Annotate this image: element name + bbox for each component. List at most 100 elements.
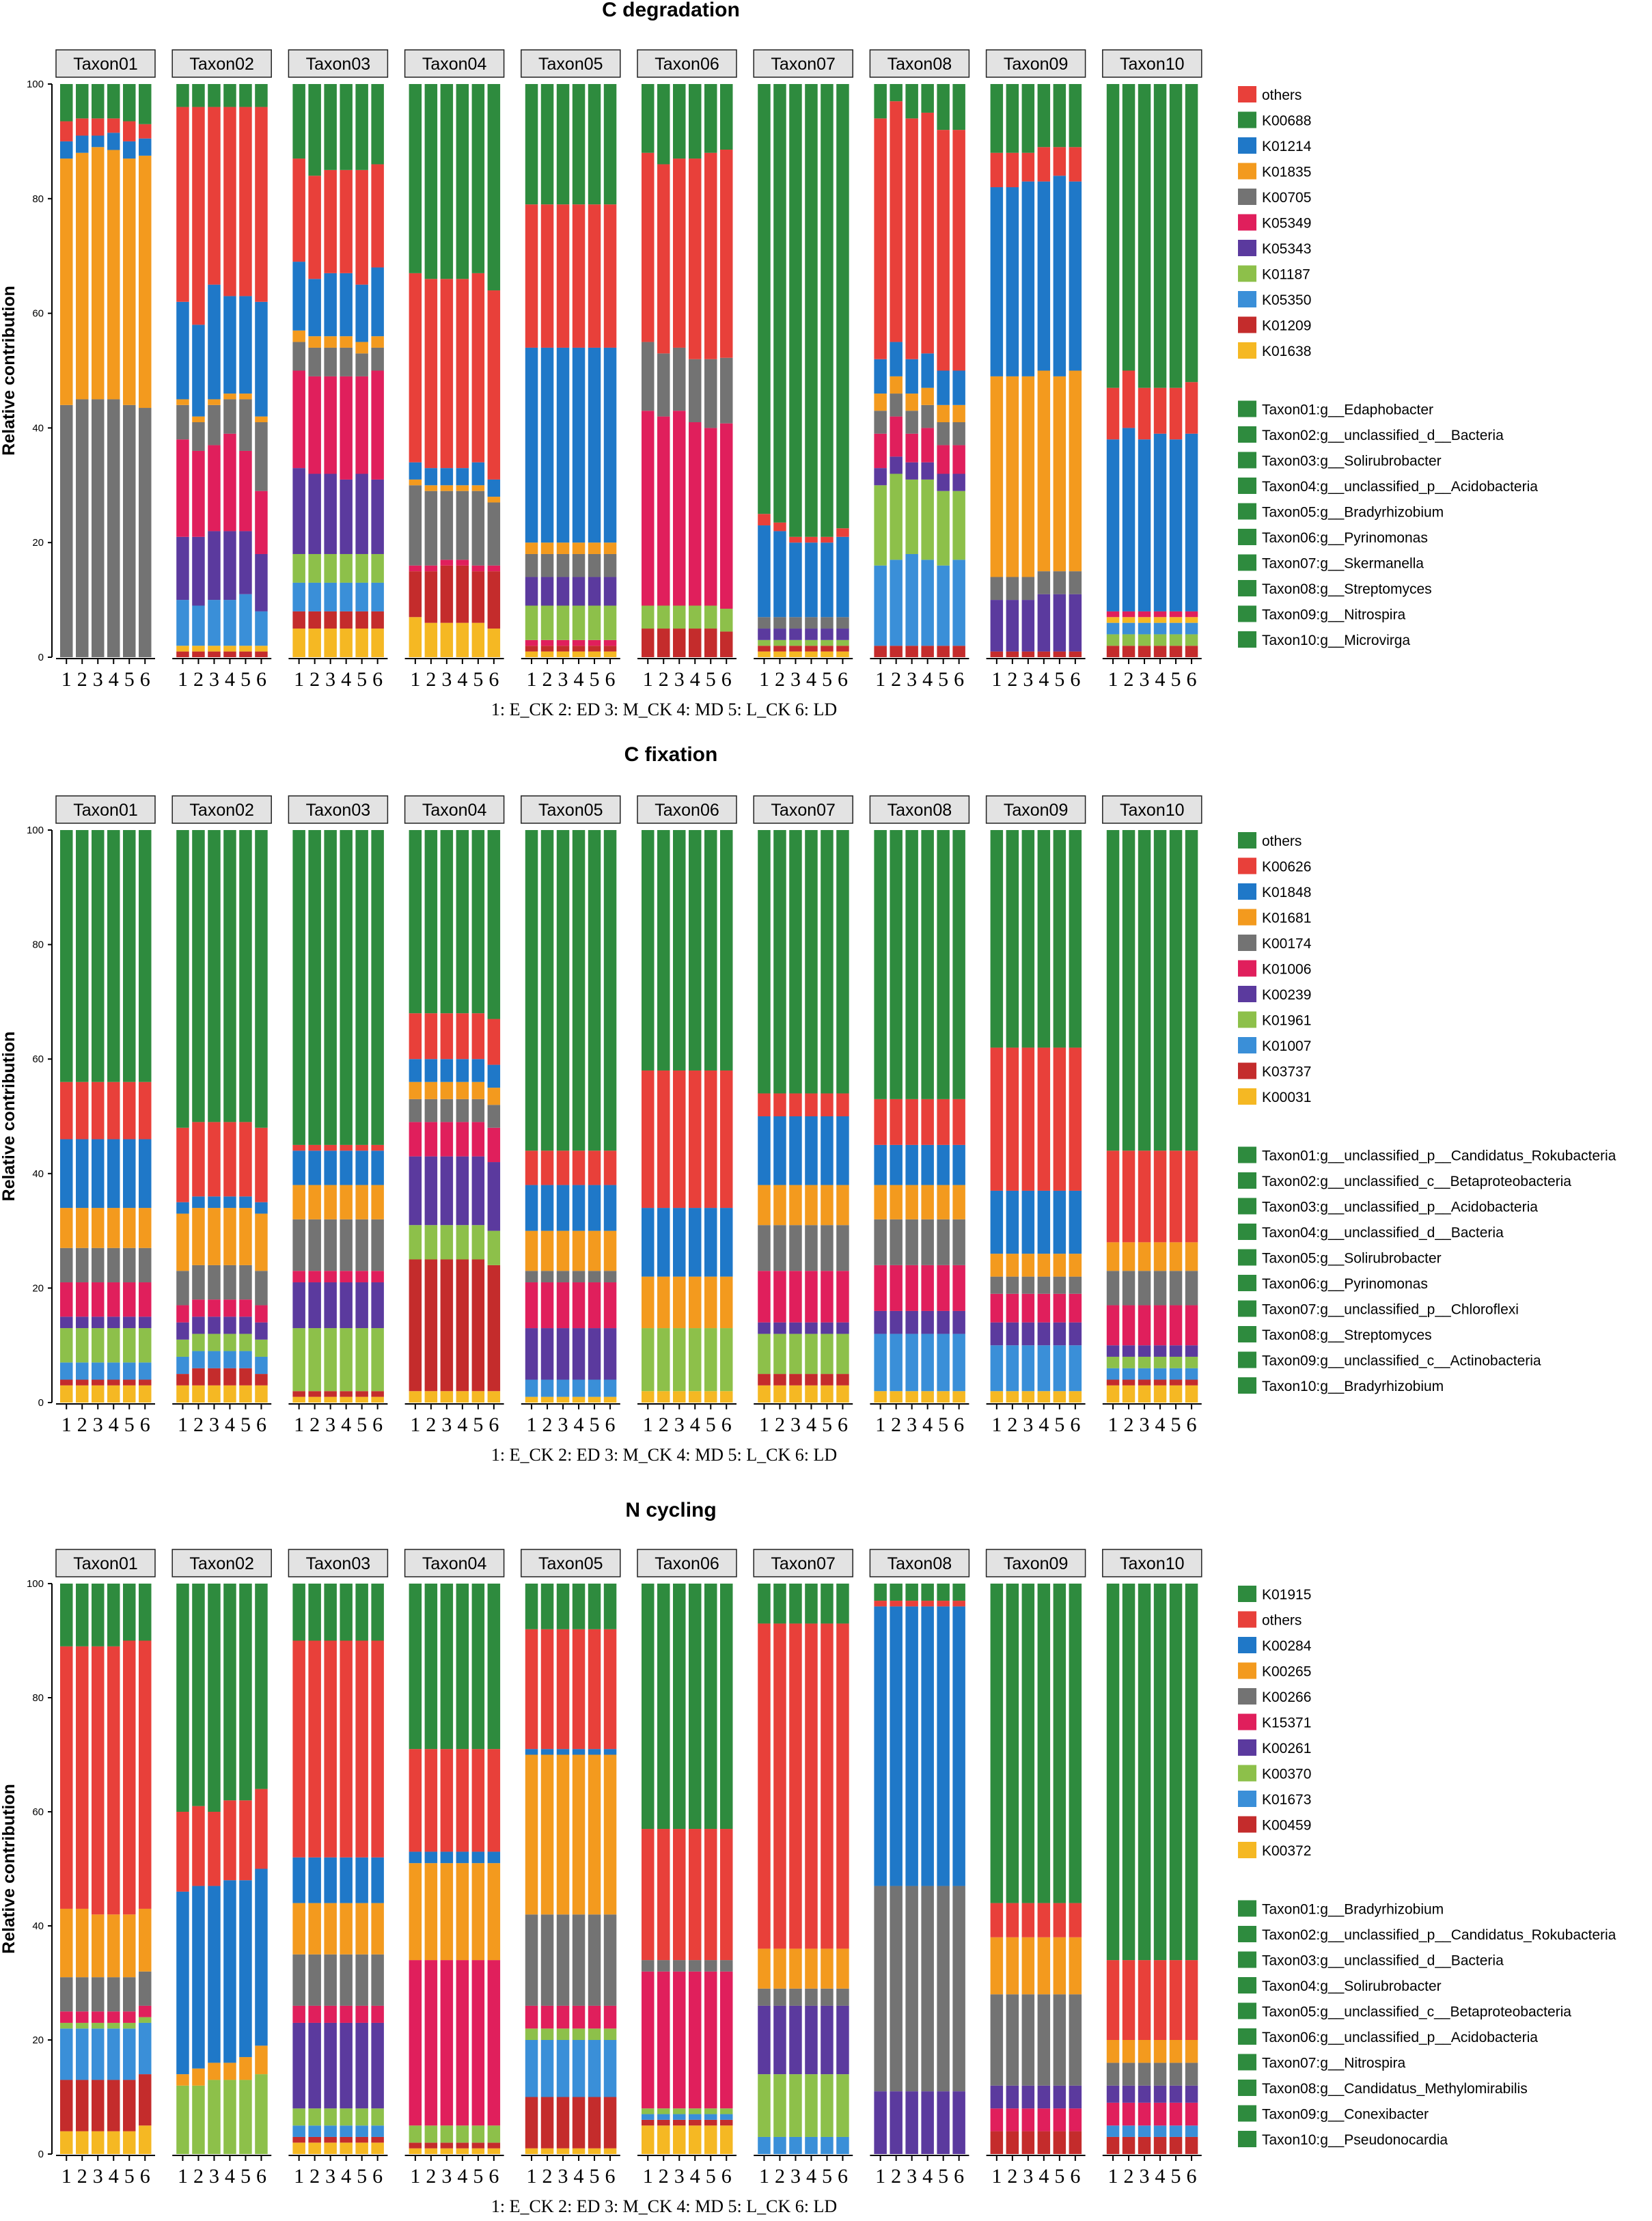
bar-segment-K01848 xyxy=(952,1144,965,1185)
bar-segment-K00261 xyxy=(1021,2085,1035,2109)
bar-segment-K01681 xyxy=(255,1213,268,1271)
bar-segment-K05349 xyxy=(603,639,617,646)
bar-segment-K00174 xyxy=(456,1099,469,1122)
bar-segment-K01915 xyxy=(1185,1584,1198,1961)
bar-segment-others xyxy=(340,830,353,1145)
bar-segment-K00372 xyxy=(107,2131,120,2154)
bar-segment-others xyxy=(471,1749,485,1852)
legend: othersK00688K01214K01835K00705K05349K053… xyxy=(1238,86,1538,648)
facet-label: Taxon10 xyxy=(1120,1554,1185,1573)
bar-segment-K00372 xyxy=(657,2125,670,2154)
bar-segment-K00174 xyxy=(123,1247,136,1283)
bar-segment-K00031 xyxy=(556,1396,570,1403)
bar-segment-K01915 xyxy=(192,1584,205,1806)
bar-segment-K00284 xyxy=(255,1868,268,2046)
bar-segment-K01187 xyxy=(1169,634,1183,646)
bar-segment-K00688 xyxy=(1006,84,1019,153)
y-tick-label: 60 xyxy=(32,308,44,320)
bar-segment-K01214 xyxy=(890,342,903,376)
bar-segment-K00626 xyxy=(440,1013,454,1060)
bar-segment-K00174 xyxy=(952,1219,965,1265)
legend-taxon-label: Taxon08:g__Candidatus_Methylomirabilis xyxy=(1262,2081,1528,2097)
bar-segment-K00688 xyxy=(355,84,368,170)
bar-segment-K00261 xyxy=(1138,2085,1151,2103)
x-tick-label: 2 xyxy=(309,668,320,691)
x-tick-label: 1 xyxy=(178,668,188,691)
bar-segment-K00031 xyxy=(1185,1385,1198,1403)
facet-strip xyxy=(171,1549,272,1577)
bar-segment-others xyxy=(556,830,570,1151)
bar-segment-K01007 xyxy=(921,1334,934,1392)
legend-swatch xyxy=(1238,265,1256,282)
bar-segment-K00031 xyxy=(874,1391,887,1403)
bar-segment-K01681 xyxy=(308,1185,321,1219)
bar-segment-K00688 xyxy=(588,84,601,205)
bar-segment-K01006 xyxy=(355,1271,368,1283)
x-tick-label: 4 xyxy=(922,1413,933,1436)
bar-segment-K01681 xyxy=(208,1208,221,1265)
x-tick-label: 6 xyxy=(721,2165,732,2188)
bar-segment-K05349 xyxy=(255,491,268,554)
x-tick-label: 1 xyxy=(875,668,885,691)
bar-segment-K01848 xyxy=(556,1185,570,1231)
bar-segment-K01209 xyxy=(223,651,236,657)
bar-segment-K01681 xyxy=(324,1185,337,1219)
bar-segment-K00174 xyxy=(758,1225,771,1271)
bar-segment-K01848 xyxy=(572,1185,586,1231)
bar-segment-K00459 xyxy=(440,2142,454,2149)
bar-segment-K00174 xyxy=(223,1265,236,1300)
facet-strip xyxy=(404,1549,505,1577)
bar-segment-K01961 xyxy=(292,1328,305,1392)
bar-segment-K01961 xyxy=(836,1334,849,1375)
bar-segment-K00705 xyxy=(642,342,655,411)
bar-segment-others xyxy=(540,1629,554,1750)
bar-segment-K00705 xyxy=(836,617,849,629)
bar-segment-K00265 xyxy=(1053,1937,1066,1995)
bar-segment-K01835 xyxy=(92,147,105,400)
bar-segment-K00705 xyxy=(176,404,189,440)
bar-segment-K01007 xyxy=(1106,1368,1120,1380)
bar-segment-K00174 xyxy=(440,1099,454,1122)
bar-segment-K00626 xyxy=(192,1122,205,1197)
bar-segment-K00265 xyxy=(1138,2040,1151,2063)
bar-segment-others xyxy=(208,1812,221,1886)
legend-taxon-label: Taxon09:g__Conexibacter xyxy=(1262,2107,1429,2123)
bar-segment-K00705 xyxy=(990,577,1004,601)
bar-segment-K01961 xyxy=(176,1339,189,1357)
y-tick-label: 100 xyxy=(27,79,44,90)
bar-segment-K00372 xyxy=(704,2125,717,2154)
x-tick-label: 1 xyxy=(759,1413,769,1436)
bar-segment-K01681 xyxy=(76,1208,89,1248)
bar-segment-K00284 xyxy=(588,1749,601,1755)
bar-segment-K00261 xyxy=(836,2005,849,2075)
bar-segment-K01915 xyxy=(355,1584,368,1641)
bar-segment-K00705 xyxy=(456,491,469,560)
bar-segment-K01681 xyxy=(657,1276,670,1329)
bar-segment-K00239 xyxy=(874,1310,887,1334)
bar-segment-K00239 xyxy=(340,1282,353,1329)
bar-segment-K05343 xyxy=(1021,600,1035,652)
facet-label: Taxon06 xyxy=(655,55,719,74)
bar-segment-K00266 xyxy=(657,1960,670,1972)
bar-segment-K00031 xyxy=(921,1391,934,1403)
bar-segment-others xyxy=(836,1623,849,1949)
bar-segment-K01681 xyxy=(440,1081,454,1099)
bar-segment-K00372 xyxy=(324,2142,337,2154)
bar-segment-K01209 xyxy=(773,646,786,652)
bar-segment-K01848 xyxy=(487,1064,501,1088)
bar-segment-K00459 xyxy=(371,2136,384,2143)
x-tick-label: 4 xyxy=(690,1413,700,1436)
bar-segment-others xyxy=(657,830,670,1071)
bar-segment-K00372 xyxy=(123,2131,136,2154)
x-tick-label: 5 xyxy=(706,668,716,691)
bar-segment-K01681 xyxy=(1069,1254,1082,1277)
bar-segment-K01681 xyxy=(874,1185,887,1219)
bar-segment-K00626 xyxy=(255,1127,268,1202)
y-tick-label: 20 xyxy=(32,537,44,549)
bar-segment-K05343 xyxy=(805,629,818,640)
bar-segment-K01214 xyxy=(952,370,965,405)
bar-segment-K01848 xyxy=(424,1059,438,1082)
bar-segment-K01848 xyxy=(371,1150,384,1185)
bar-segment-K00372 xyxy=(424,2148,438,2154)
bar-segment-others xyxy=(1122,1960,1135,2040)
